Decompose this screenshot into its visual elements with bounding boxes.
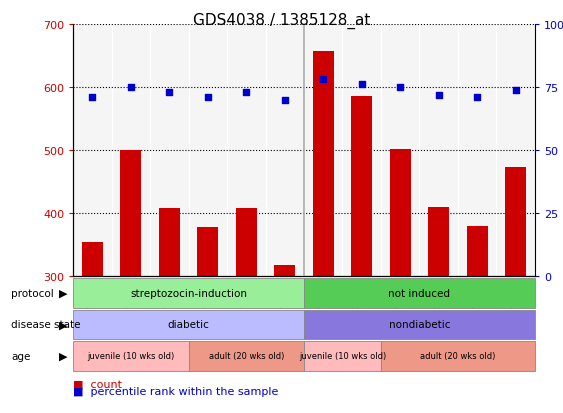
Bar [274,266,296,277]
Point [165,90,174,96]
Text: ■  count: ■ count [73,378,122,388]
Bar [351,97,372,277]
Point [280,97,289,104]
Text: juvenile (10 wks old): juvenile (10 wks old) [299,351,386,361]
Text: protocol: protocol [11,288,54,298]
Text: nondiabetic: nondiabetic [388,320,450,330]
Text: age: age [11,351,30,361]
Point [434,92,443,99]
Text: ■  percentile rank within the sample: ■ percentile rank within the sample [73,387,279,396]
Point [242,90,251,96]
Text: juvenile (10 wks old): juvenile (10 wks old) [87,351,175,361]
Bar [197,228,218,277]
Bar [120,151,141,277]
Bar [428,207,449,277]
Point [126,85,135,91]
Point [511,87,520,94]
Bar [312,52,334,277]
Bar [236,209,257,277]
Text: streptozocin-induction: streptozocin-induction [130,288,247,298]
Text: ▶: ▶ [59,320,68,330]
Bar [390,150,411,277]
Text: GDS4038 / 1385128_at: GDS4038 / 1385128_at [193,12,370,28]
Point [88,95,97,101]
Bar [467,226,488,277]
Text: disease state: disease state [11,320,81,330]
Point [473,95,482,101]
Text: not induced: not induced [388,288,450,298]
Text: diabetic: diabetic [168,320,209,330]
Point [396,85,405,91]
Text: adult (20 wks old): adult (20 wks old) [209,351,284,361]
Point [357,82,366,88]
Text: ▶: ▶ [59,288,68,298]
Text: ▶: ▶ [59,351,68,361]
Point [319,77,328,83]
Bar [82,242,103,277]
Bar [159,209,180,277]
Point [203,95,212,101]
Bar [505,168,526,277]
Text: adult (20 wks old): adult (20 wks old) [420,351,495,361]
